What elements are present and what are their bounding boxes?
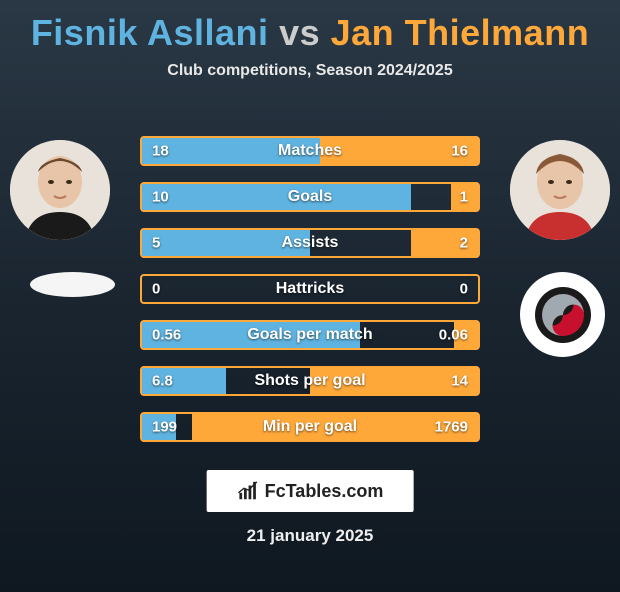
- stat-label: Min per goal: [142, 418, 478, 436]
- branding-text: FcTables.com: [265, 481, 384, 502]
- stat-row: 1816Matches: [140, 136, 480, 166]
- stat-label: Matches: [142, 142, 478, 160]
- branding-badge: FcTables.com: [207, 470, 414, 512]
- stat-row: 1991769Min per goal: [140, 412, 480, 442]
- title-player2: Jan Thielmann: [331, 12, 590, 53]
- stat-row: 00Hattricks: [140, 274, 480, 304]
- page-title: Fisnik Asllani vs Jan Thielmann: [0, 12, 620, 54]
- subtitle: Club competitions, Season 2024/2025: [0, 62, 620, 80]
- stat-label: Shots per goal: [142, 372, 478, 390]
- stats-container: 1816Matches 101Goals 52Assists 00Hattricks 0…: [140, 136, 480, 458]
- player2-club-badge: [520, 272, 605, 357]
- title-player1: Fisnik Asllani: [31, 12, 269, 53]
- chart-icon: [237, 480, 259, 502]
- player1-club-badge: [30, 272, 115, 297]
- title-vs: vs: [279, 12, 320, 53]
- stat-row: 52Assists: [140, 228, 480, 258]
- stat-row: 0.560.06Goals per match: [140, 320, 480, 350]
- player2-avatar: [510, 140, 610, 240]
- snapshot-date: 21 january 2025: [0, 526, 620, 546]
- stat-label: Assists: [142, 234, 478, 252]
- stat-label: Hattricks: [142, 280, 478, 298]
- stat-row: 101Goals: [140, 182, 480, 212]
- player1-avatar: [10, 140, 110, 240]
- stat-label: Goals per match: [142, 326, 478, 344]
- stat-label: Goals: [142, 188, 478, 206]
- stat-row: 6.814Shots per goal: [140, 366, 480, 396]
